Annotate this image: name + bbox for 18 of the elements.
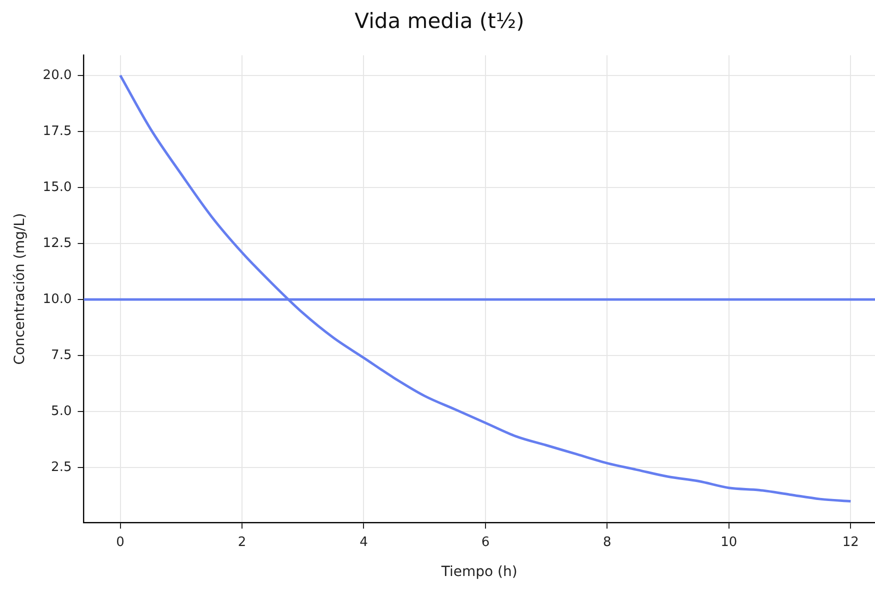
x-tick-label: 10 [720,534,738,550]
x-tick-label: 0 [116,534,124,550]
y-tick-label: 10.0 [42,292,72,307]
y-tick-label: 15.0 [42,180,72,195]
y-tick-label: 5.0 [51,404,72,420]
y-tick-label: 2.5 [51,460,72,476]
y-tick-label: 12.5 [42,236,72,251]
y-tick-label: 20.0 [42,68,72,83]
y-tick-label: 7.5 [51,348,72,363]
chart-title: Vida media (t½) [354,9,524,34]
x-tick-label: 6 [481,534,490,550]
y-tick-label: 17.5 [42,124,72,139]
x-tick-label: 2 [238,534,246,550]
x-tick-label: 12 [842,534,859,550]
x-tick-label: 4 [360,534,368,550]
x-tick-label: 8 [603,534,612,550]
y-axis-title: Concentración (mg/L) [12,213,28,365]
x-axis-title: Tiempo (h) [440,564,518,580]
